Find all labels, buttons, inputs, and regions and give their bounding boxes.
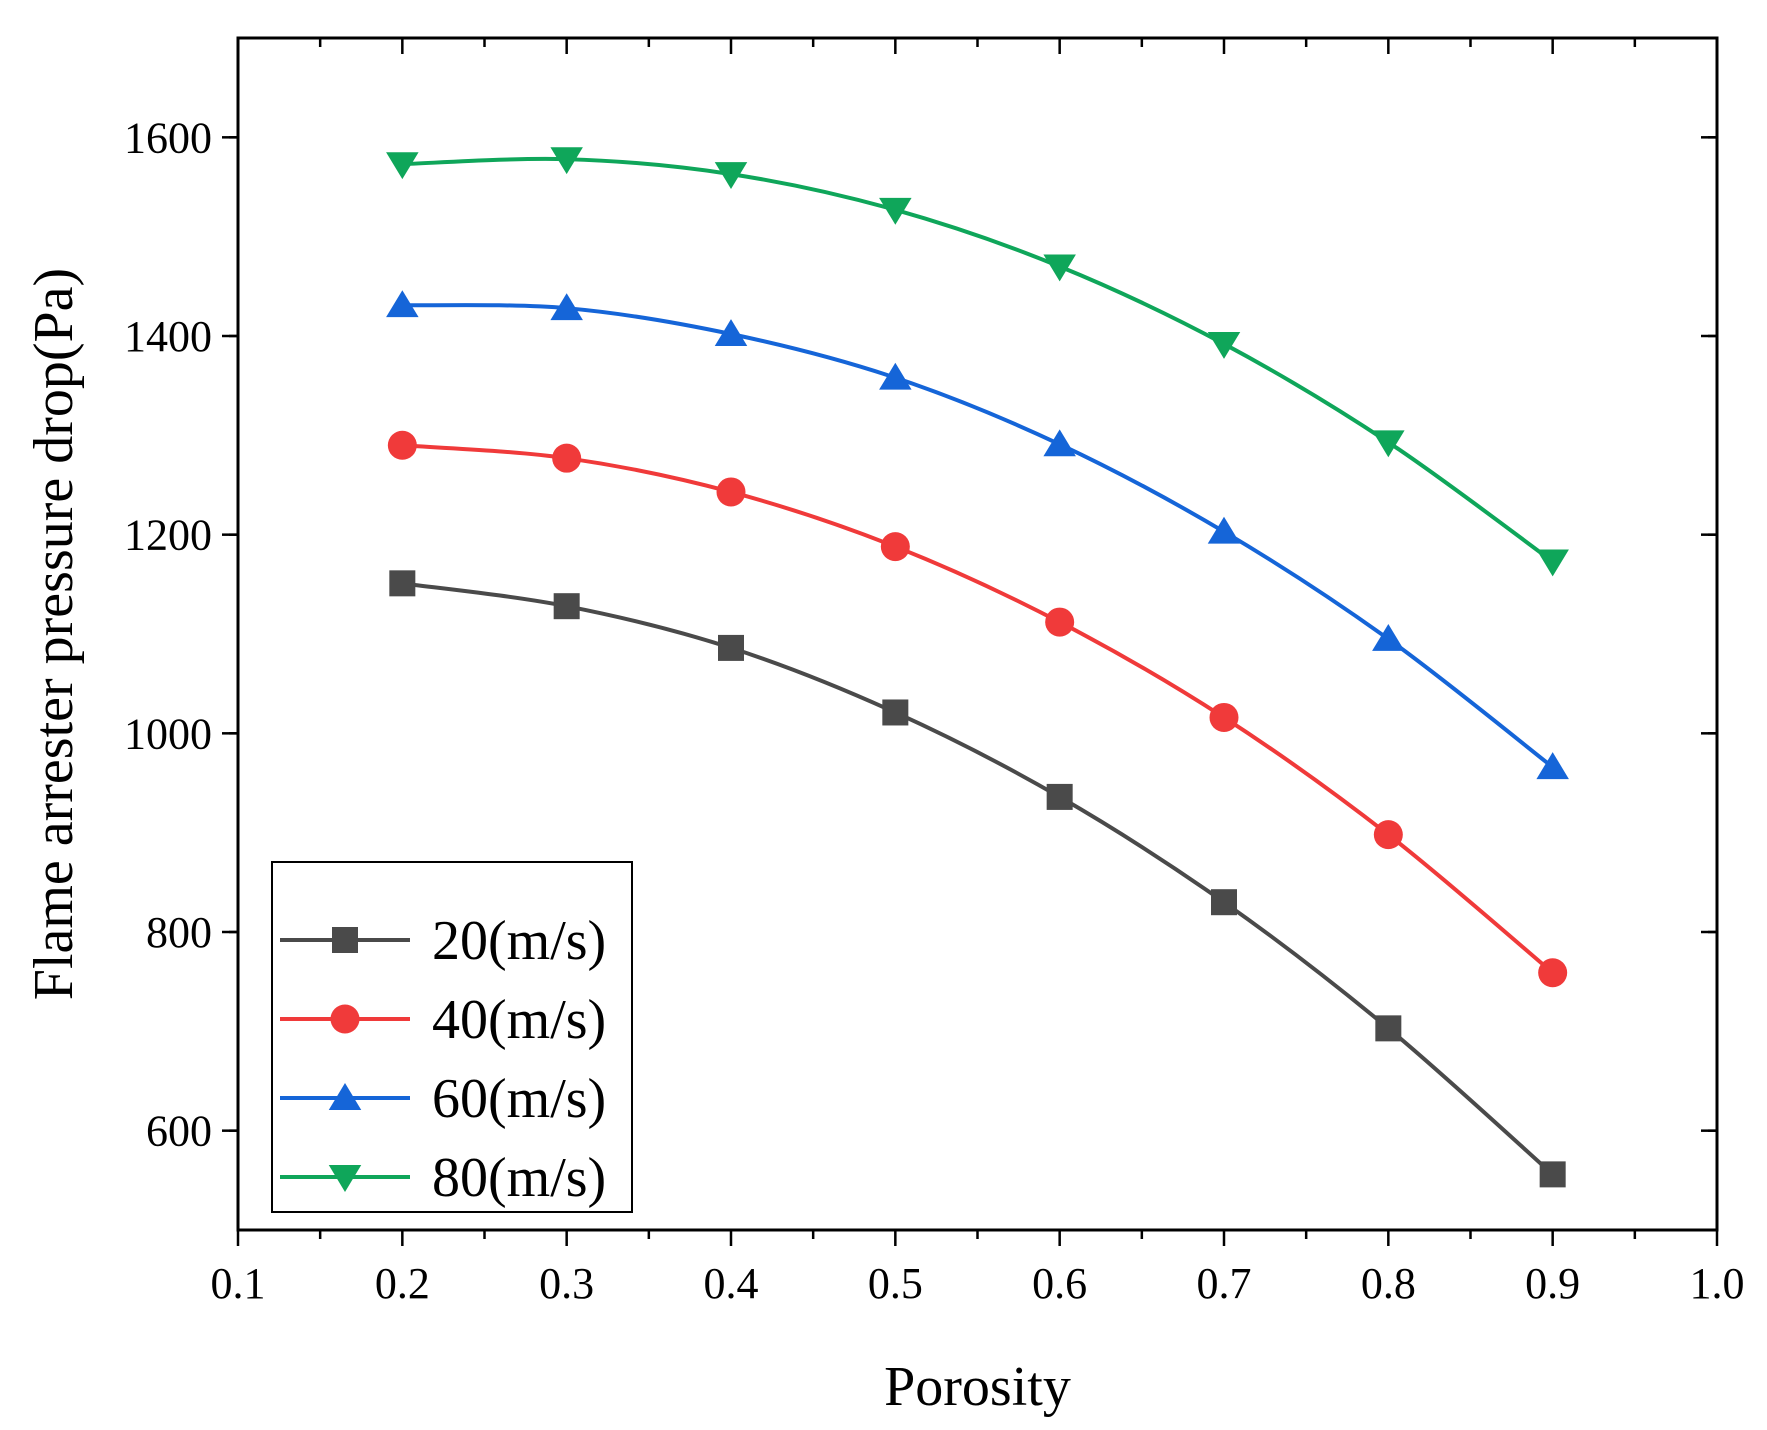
legend-label-2: 60(m/s) bbox=[432, 1068, 606, 1130]
data-point-s0-3 bbox=[882, 699, 909, 726]
data-point-s0-6 bbox=[1375, 1015, 1402, 1042]
x-tick-label: 0.2 bbox=[375, 1259, 430, 1308]
legend-marker-0 bbox=[332, 927, 358, 953]
x-axis-title: Porosity bbox=[884, 1356, 1071, 1418]
data-point-s3-4 bbox=[1043, 254, 1076, 282]
legend-marker-1 bbox=[330, 1004, 360, 1034]
legend-label-1: 40(m/s) bbox=[432, 989, 606, 1051]
data-point-s0-2 bbox=[718, 634, 744, 661]
data-point-s2-3 bbox=[879, 362, 912, 390]
data-point-s2-0 bbox=[386, 290, 419, 318]
data-point-s0-1 bbox=[553, 593, 580, 620]
x-tick-label: 0.1 bbox=[211, 1259, 266, 1308]
x-tick-label: 0.6 bbox=[1032, 1259, 1087, 1308]
x-tick-label: 0.3 bbox=[539, 1259, 594, 1308]
data-point-s3-3 bbox=[879, 197, 912, 225]
x-tick-label: 0.9 bbox=[1525, 1259, 1580, 1308]
legend: 20(m/s) 40(m/s) 60(m/s) 80(m/s) bbox=[271, 861, 633, 1213]
data-point-s3-2 bbox=[714, 162, 748, 190]
y-tick-label: 1400 bbox=[124, 312, 212, 361]
legend-label-0: 20(m/s) bbox=[432, 910, 606, 972]
data-point-s2-5 bbox=[1207, 516, 1241, 544]
data-point-s1-4 bbox=[1045, 607, 1075, 637]
series-line-3 bbox=[402, 156, 1554, 564]
data-point-s3-1 bbox=[550, 147, 583, 175]
plot-area bbox=[386, 147, 1569, 1188]
data-point-s2-7 bbox=[1536, 752, 1569, 780]
data-point-s0-7 bbox=[1539, 1161, 1566, 1188]
legend-label-3: 80(m/s) bbox=[432, 1147, 606, 1209]
data-point-s0-0 bbox=[389, 570, 416, 597]
data-point-s2-1 bbox=[550, 293, 583, 321]
data-point-s0-4 bbox=[1046, 783, 1073, 810]
data-point-s1-7 bbox=[1538, 958, 1568, 988]
axes: 0.1 0.2 0.3 0.4 0.5 0.6 0.7 0.8 0.9 1.0 600 800 1000… bbox=[124, 36, 1745, 1308]
y-tick-label: 800 bbox=[146, 908, 212, 957]
x-tick-label: 0.4 bbox=[704, 1259, 759, 1308]
x-tick-label: 0.8 bbox=[1361, 1259, 1416, 1308]
y-axis-title: Flame arrester pressure drop(Pa) bbox=[23, 268, 85, 1000]
legend-marker-2 bbox=[328, 1083, 362, 1110]
data-point-s1-0 bbox=[387, 430, 417, 460]
data-point-s1-3 bbox=[880, 532, 910, 562]
data-point-s2-4 bbox=[1043, 429, 1076, 457]
data-point-s3-7 bbox=[1536, 549, 1569, 577]
data-point-s2-2 bbox=[714, 319, 748, 346]
data-point-s3-0 bbox=[386, 152, 419, 180]
data-point-s2-6 bbox=[1372, 624, 1405, 651]
series-line-2 bbox=[402, 303, 1554, 769]
data-point-s0-5 bbox=[1211, 889, 1237, 916]
x-tick-label: 0.7 bbox=[1197, 1259, 1252, 1308]
data-point-s1-1 bbox=[552, 443, 582, 473]
y-tick-label: 1000 bbox=[124, 709, 212, 758]
x-tick-label: 1.0 bbox=[1690, 1259, 1745, 1308]
x-tick-label: 0.5 bbox=[868, 1259, 923, 1308]
data-point-s3-5 bbox=[1207, 331, 1241, 359]
data-point-s1-6 bbox=[1373, 820, 1403, 850]
data-point-s1-2 bbox=[716, 477, 746, 507]
legend-marker-3 bbox=[328, 1165, 362, 1192]
y-tick-label: 600 bbox=[146, 1107, 212, 1156]
legend-box bbox=[271, 861, 633, 1213]
y-tick-label: 1200 bbox=[124, 511, 212, 560]
data-point-s3-6 bbox=[1372, 430, 1405, 458]
data-point-s1-5 bbox=[1209, 702, 1239, 732]
y-tick-label: 1600 bbox=[124, 113, 212, 162]
